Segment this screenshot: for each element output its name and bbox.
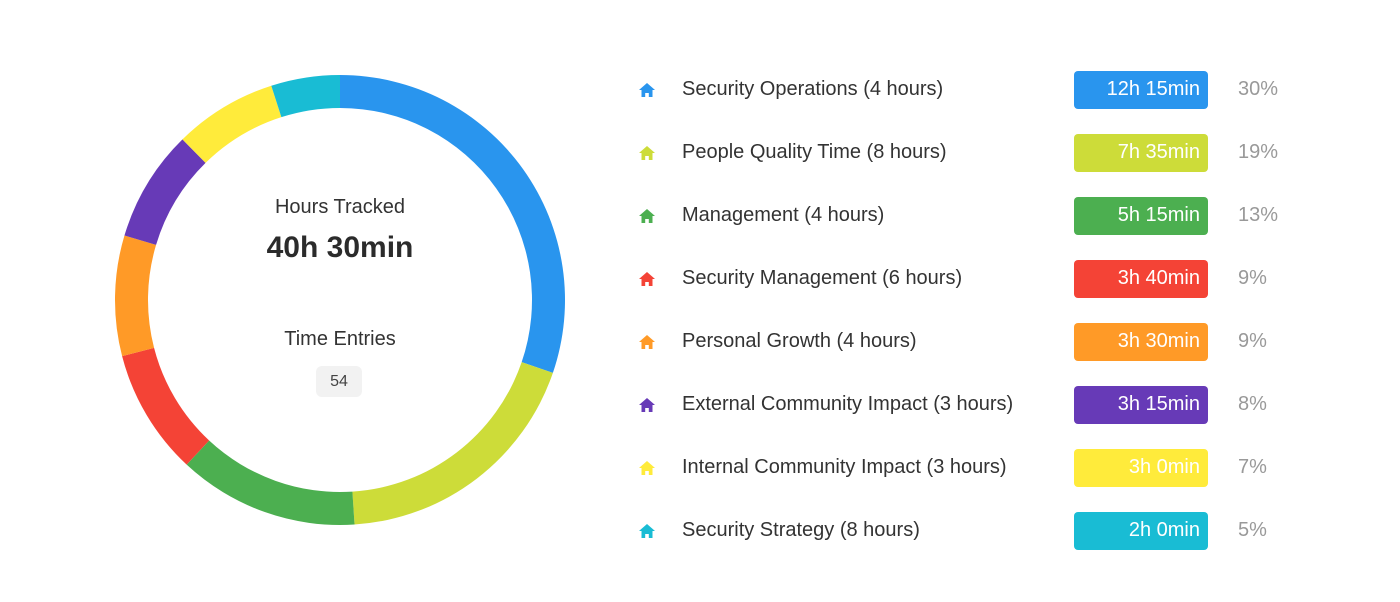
time-entries-label: Time Entries: [284, 328, 396, 350]
duration-badge: 5h 15min: [1074, 197, 1208, 235]
duration-badge: 3h 15min: [1074, 386, 1208, 424]
donut-slice[interactable]: [124, 139, 206, 245]
percent-label: 9%: [1238, 330, 1267, 352]
donut-slice[interactable]: [182, 85, 282, 163]
time-entries-count-badge: 54: [316, 366, 362, 397]
legend-label: Personal Growth (4 hours): [682, 330, 917, 352]
percent-label: 9%: [1238, 267, 1267, 289]
legend-label: Management (4 hours): [682, 204, 885, 226]
house-icon: [639, 272, 655, 286]
house-icon: [639, 335, 655, 349]
legend-row: People Quality Time (8 hours) 7h 35min 19%: [630, 133, 1310, 173]
legend-label: Internal Community Impact (3 hours): [682, 456, 1007, 478]
legend-row: Security Strategy (8 hours) 2h 0min 5%: [630, 511, 1310, 551]
legend-row: External Community Impact (3 hours) 3h 15…: [630, 385, 1310, 425]
donut-slice[interactable]: [122, 347, 210, 465]
percent-label: 8%: [1238, 393, 1267, 415]
hours-donut-chart: [105, 70, 575, 530]
legend-label: External Community Impact (3 hours): [682, 393, 1014, 415]
hours-tracked-value: 40h 30min: [266, 231, 414, 264]
hours-tracked-label: Hours Tracked: [274, 196, 406, 218]
percent-label: 5%: [1238, 519, 1267, 541]
donut-slice[interactable]: [352, 362, 553, 525]
legend-row: Internal Community Impact (3 hours) 3h 0m…: [630, 448, 1310, 488]
duration-badge: 2h 0min: [1074, 512, 1208, 550]
house-icon: [639, 461, 655, 475]
house-icon: [639, 524, 655, 538]
house-icon: [639, 83, 655, 97]
house-icon: [639, 146, 655, 160]
legend-label: Security Management (6 hours): [682, 267, 963, 289]
percent-label: 30%: [1238, 78, 1279, 100]
legend-row: Management (4 hours) 5h 15min 13%: [630, 196, 1310, 236]
percent-label: 13%: [1238, 204, 1279, 226]
percent-label: 7%: [1238, 456, 1267, 478]
legend-label: People Quality Time (8 hours): [682, 141, 947, 163]
duration-badge: 3h 0min: [1074, 449, 1208, 487]
legend-label: Security Strategy (8 hours): [682, 519, 920, 541]
percent-label: 19%: [1238, 141, 1279, 163]
donut-slice[interactable]: [271, 75, 340, 118]
donut-svg: [115, 75, 565, 525]
donut-slice[interactable]: [186, 440, 355, 525]
legend-label: Security Operations (4 hours): [682, 78, 944, 100]
legend-row: Personal Growth (4 hours) 3h 30min 9%: [630, 322, 1310, 362]
duration-badge: 3h 30min: [1074, 323, 1208, 361]
house-icon: [639, 209, 655, 223]
donut-slice[interactable]: [115, 235, 157, 357]
duration-badge: 3h 40min: [1074, 260, 1208, 298]
duration-badge: 7h 35min: [1074, 134, 1208, 172]
house-icon: [639, 398, 655, 412]
duration-badge: 12h 15min: [1074, 71, 1208, 109]
donut-slice[interactable]: [340, 75, 565, 373]
legend-row: Security Management (6 hours) 3h 40min 9%: [630, 259, 1310, 299]
legend-row: Security Operations (4 hours) 12h 15min 30…: [630, 70, 1310, 110]
